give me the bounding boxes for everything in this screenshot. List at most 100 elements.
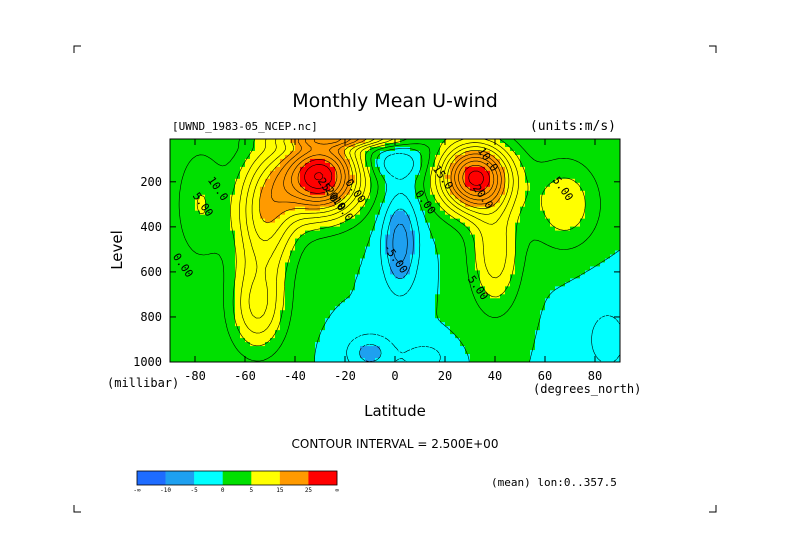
field-cell <box>300 222 306 228</box>
field-cell <box>440 150 446 156</box>
field-cell <box>460 142 466 148</box>
field-cell <box>600 342 606 347</box>
field-cell <box>400 350 406 355</box>
field-cell <box>610 178 616 184</box>
field-cell <box>285 350 291 355</box>
field-cell <box>245 322 251 327</box>
field-cell <box>570 210 576 216</box>
field-cell <box>515 326 521 331</box>
field-cell <box>610 258 616 264</box>
field-cell <box>460 314 466 319</box>
field-cell <box>255 310 261 315</box>
field-cell <box>240 218 246 224</box>
field-cell <box>395 226 401 232</box>
field-cell <box>515 234 521 240</box>
field-cell <box>285 206 291 212</box>
field-cell <box>565 162 571 168</box>
field-cell <box>295 238 301 244</box>
field-cell <box>235 170 241 176</box>
field-cell <box>330 230 336 236</box>
field-cell <box>535 230 541 236</box>
field-cell <box>550 358 556 362</box>
field-cell <box>495 346 501 351</box>
field-cell <box>280 294 286 299</box>
field-cell <box>250 314 256 319</box>
field-cell <box>405 206 411 212</box>
field-cell <box>455 306 461 311</box>
field-cell <box>190 262 196 268</box>
field-cell <box>510 302 516 307</box>
field-cell <box>375 139 381 144</box>
field-cell <box>345 250 351 256</box>
field-cell <box>280 146 286 152</box>
field-cell <box>470 178 476 184</box>
field-cell <box>425 194 431 200</box>
field-cell <box>325 206 331 212</box>
field-cell <box>315 262 321 268</box>
field-cell <box>465 346 471 351</box>
field-cell <box>375 358 381 362</box>
field-cell <box>270 162 276 168</box>
field-cell <box>345 242 351 248</box>
field-cell <box>325 298 331 303</box>
field-cell <box>460 190 466 196</box>
field-cell <box>235 338 241 343</box>
field-cell <box>240 262 246 268</box>
field-cell <box>210 358 216 362</box>
field-cell <box>330 246 336 252</box>
field-cell <box>555 210 561 216</box>
field-cell <box>350 250 356 256</box>
field-cell <box>580 338 586 343</box>
field-cell <box>400 242 406 248</box>
field-cell <box>510 214 516 220</box>
field-cell <box>325 346 331 351</box>
field-cell <box>535 238 541 244</box>
field-cell <box>330 242 336 248</box>
field-cell <box>295 142 301 148</box>
field-cell <box>310 282 316 287</box>
field-cell <box>405 282 411 287</box>
field-cell <box>610 346 616 351</box>
field-cell <box>330 338 336 343</box>
field-cell <box>575 222 581 228</box>
field-cell <box>390 170 396 176</box>
field-cell <box>480 139 486 144</box>
field-cell <box>430 166 436 172</box>
field-cell <box>300 302 306 307</box>
field-cell <box>300 186 306 192</box>
field-cell <box>590 302 596 307</box>
field-cell <box>275 278 281 283</box>
field-cell <box>170 206 176 212</box>
field-cell <box>305 326 311 331</box>
field-cell <box>505 262 511 268</box>
field-cell <box>470 190 476 196</box>
field-cell <box>345 258 351 264</box>
field-cell <box>600 230 606 236</box>
field-cell <box>605 146 611 152</box>
field-cell <box>425 182 431 188</box>
field-cell <box>275 178 281 184</box>
field-cell <box>210 222 216 228</box>
field-cell <box>360 278 366 283</box>
field-cell <box>175 178 181 184</box>
field-cell <box>500 274 506 279</box>
field-cell <box>595 214 601 220</box>
field-cell <box>355 262 361 268</box>
field-cell <box>580 242 586 248</box>
field-cell <box>360 190 366 196</box>
field-cell <box>600 350 606 355</box>
field-cell <box>545 139 551 144</box>
field-cell <box>290 274 296 279</box>
field-cell <box>380 162 386 168</box>
field-cell <box>575 166 581 172</box>
field-cell <box>250 234 256 240</box>
field-cell <box>340 278 346 283</box>
field-cell <box>510 262 516 268</box>
field-cell <box>520 282 526 287</box>
field-cell <box>465 222 471 228</box>
field-cell <box>385 358 391 362</box>
field-cell <box>300 290 306 295</box>
field-cell <box>570 206 576 212</box>
field-cell <box>215 354 221 359</box>
field-cell <box>560 338 566 343</box>
